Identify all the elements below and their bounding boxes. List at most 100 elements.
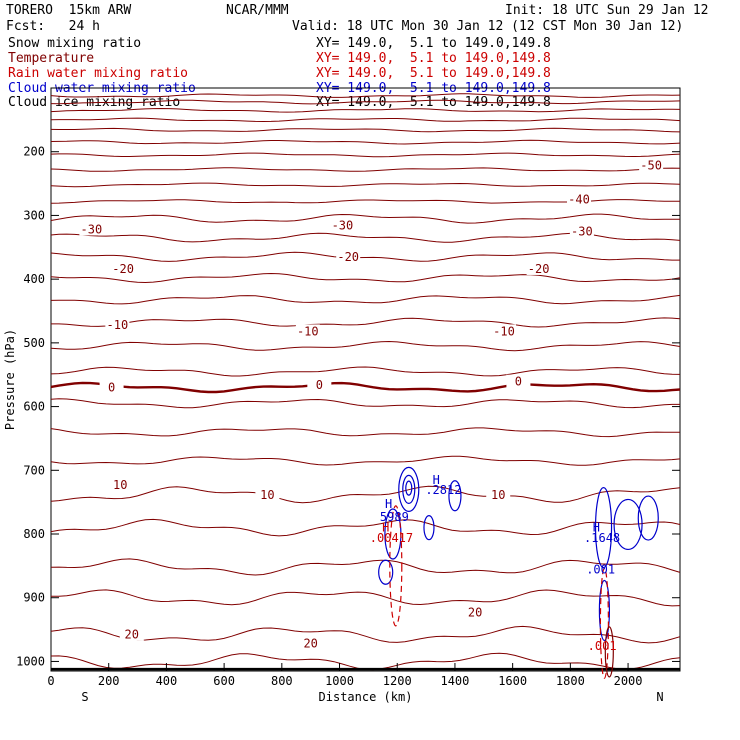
- contour-label-bg: [105, 318, 130, 332]
- isotherm-line: [50, 518, 681, 537]
- isotherm-line: [50, 340, 681, 352]
- x-tick-label: 2000: [614, 674, 643, 688]
- isotherm-line: [50, 294, 681, 305]
- extremum-label: H: [385, 497, 392, 511]
- temperature-contour-label: -20: [337, 250, 359, 264]
- isotherm-line: [50, 625, 681, 644]
- isotherm-line: [50, 455, 681, 466]
- y-tick-label: 700: [23, 463, 45, 477]
- isotherm-line: [50, 182, 681, 188]
- isotherm-line: [50, 99, 681, 105]
- x-tick-label: 1800: [556, 674, 585, 688]
- snow-contour: [604, 626, 614, 678]
- x-tick-label: 600: [213, 674, 235, 688]
- isotherm-line: [50, 381, 681, 394]
- y-tick-label: 500: [23, 336, 45, 350]
- temperature-contour-label: 10: [491, 488, 505, 502]
- header-init: Init: 18 UTC Sun 29 Jan 12: [505, 3, 709, 18]
- temperature-contour-label: -50: [640, 159, 662, 173]
- temperature-contour-label: -30: [81, 222, 103, 236]
- isotherm-line: [50, 398, 680, 409]
- isotherm-line: [51, 317, 681, 328]
- isotherm-line: [50, 127, 681, 133]
- cloud-water-contour: [637, 495, 659, 541]
- x-tick-label: 200: [98, 674, 120, 688]
- contour-label-bg: [639, 158, 664, 172]
- header-valid: Valid: 18 UTC Mon 30 Jan 12 (12 CST Mon …: [292, 19, 684, 34]
- extremum-label: .001: [588, 639, 617, 653]
- header-fcst: Fcst: 24 h: [6, 19, 100, 34]
- contour-label-bg: [298, 636, 323, 650]
- isotherm-line: [50, 93, 681, 98]
- rain-water-contour: [389, 505, 403, 627]
- legend-temperature-name: Temperature: [8, 51, 95, 66]
- contour-label-bg: [99, 380, 124, 394]
- legend-cloud-ice-xy: XY= 149.0, 5.1 to 149.0,149.8: [316, 95, 551, 110]
- contour-label-bg: [307, 377, 332, 391]
- x-tick-label: 800: [271, 674, 293, 688]
- cloud-water-contour: [448, 480, 462, 512]
- isotherm-line: [50, 117, 681, 123]
- legend-snow-name: Snow mixing ratio: [8, 36, 142, 51]
- temperature-contour-label: 0: [108, 380, 115, 394]
- y-tick-label: 600: [23, 400, 45, 414]
- temperature-contour-label: -30: [332, 219, 354, 233]
- legend-snow-xy: XY= 149.0, 5.1 to 149.0,149.8: [316, 36, 551, 51]
- isotherm-line: [50, 652, 681, 671]
- cloud-water-contour: [598, 579, 611, 642]
- isotherm-line: [50, 139, 681, 145]
- temperature-contour-label: -20: [112, 262, 134, 276]
- y-tick-label: 800: [23, 527, 45, 541]
- isotherm-line: [50, 167, 681, 172]
- extremum-label: .00417: [370, 531, 413, 545]
- y-tick-label: 900: [23, 591, 45, 605]
- extremum-label: 5989: [380, 510, 409, 524]
- x-end-label-south: S: [81, 690, 88, 704]
- contour-label-bg: [491, 324, 516, 338]
- extremum-label: .001: [586, 563, 615, 577]
- plot-frame: [50, 87, 681, 672]
- legend-temperature-xy: XY= 149.0, 5.1 to 149.0,149.8: [316, 51, 551, 66]
- x-end-label-north: N: [656, 690, 663, 704]
- y-axis-label: Pressure (hPa): [3, 329, 17, 430]
- x-tick-label: 1600: [498, 674, 527, 688]
- cloud-water-contour: [402, 474, 416, 505]
- isotherm-line: [50, 558, 681, 576]
- contour-label-bg: [255, 488, 280, 502]
- contour-label-bg: [569, 224, 594, 238]
- isotherm-line: [50, 427, 680, 438]
- contour-label-bg: [111, 261, 136, 275]
- temperature-contour-label: 0: [515, 375, 522, 389]
- contour-label-bg: [506, 374, 531, 388]
- contour-label-bg: [526, 261, 551, 275]
- temperature-contour-label: 20: [468, 605, 482, 619]
- isotherm-line: [50, 107, 681, 113]
- isotherm-line: [50, 485, 681, 504]
- x-axis-label: Distance (km): [319, 690, 413, 704]
- temperature-contour-label: -10: [297, 324, 319, 338]
- contour-label-bg: [108, 477, 133, 491]
- isotherm-line: [50, 366, 681, 377]
- extremum-label: H: [433, 473, 440, 487]
- x-tick-label: 1000: [325, 674, 354, 688]
- legend-rain-xy: XY= 149.0, 5.1 to 149.0,149.8: [316, 66, 551, 81]
- temperature-contour-label: 10: [113, 478, 127, 492]
- contour-label-bg: [486, 488, 511, 502]
- cloud-water-contour: [594, 487, 613, 569]
- temperature-contour-label: -10: [493, 324, 515, 338]
- temperature-contour-label: -40: [568, 193, 590, 207]
- y-tick-label: 300: [23, 208, 45, 222]
- temperature-contour-label: 10: [260, 488, 274, 502]
- isotherm-line: [50, 272, 681, 284]
- isotherm-line: [50, 152, 681, 158]
- legend-rain-name: Rain water mixing ratio: [8, 66, 189, 81]
- extremum-label: .2812: [425, 483, 461, 497]
- x-tick-label: 1400: [440, 674, 469, 688]
- temperature-contour-label: -30: [571, 224, 593, 238]
- header-model: TORERO 15km ARW: [6, 3, 132, 18]
- y-tick-label: 200: [23, 145, 45, 159]
- contour-label-bg: [79, 222, 104, 236]
- cloud-water-contour: [405, 480, 413, 496]
- temperature-contour-label: 20: [303, 637, 317, 651]
- cloud-water-contour: [398, 466, 420, 513]
